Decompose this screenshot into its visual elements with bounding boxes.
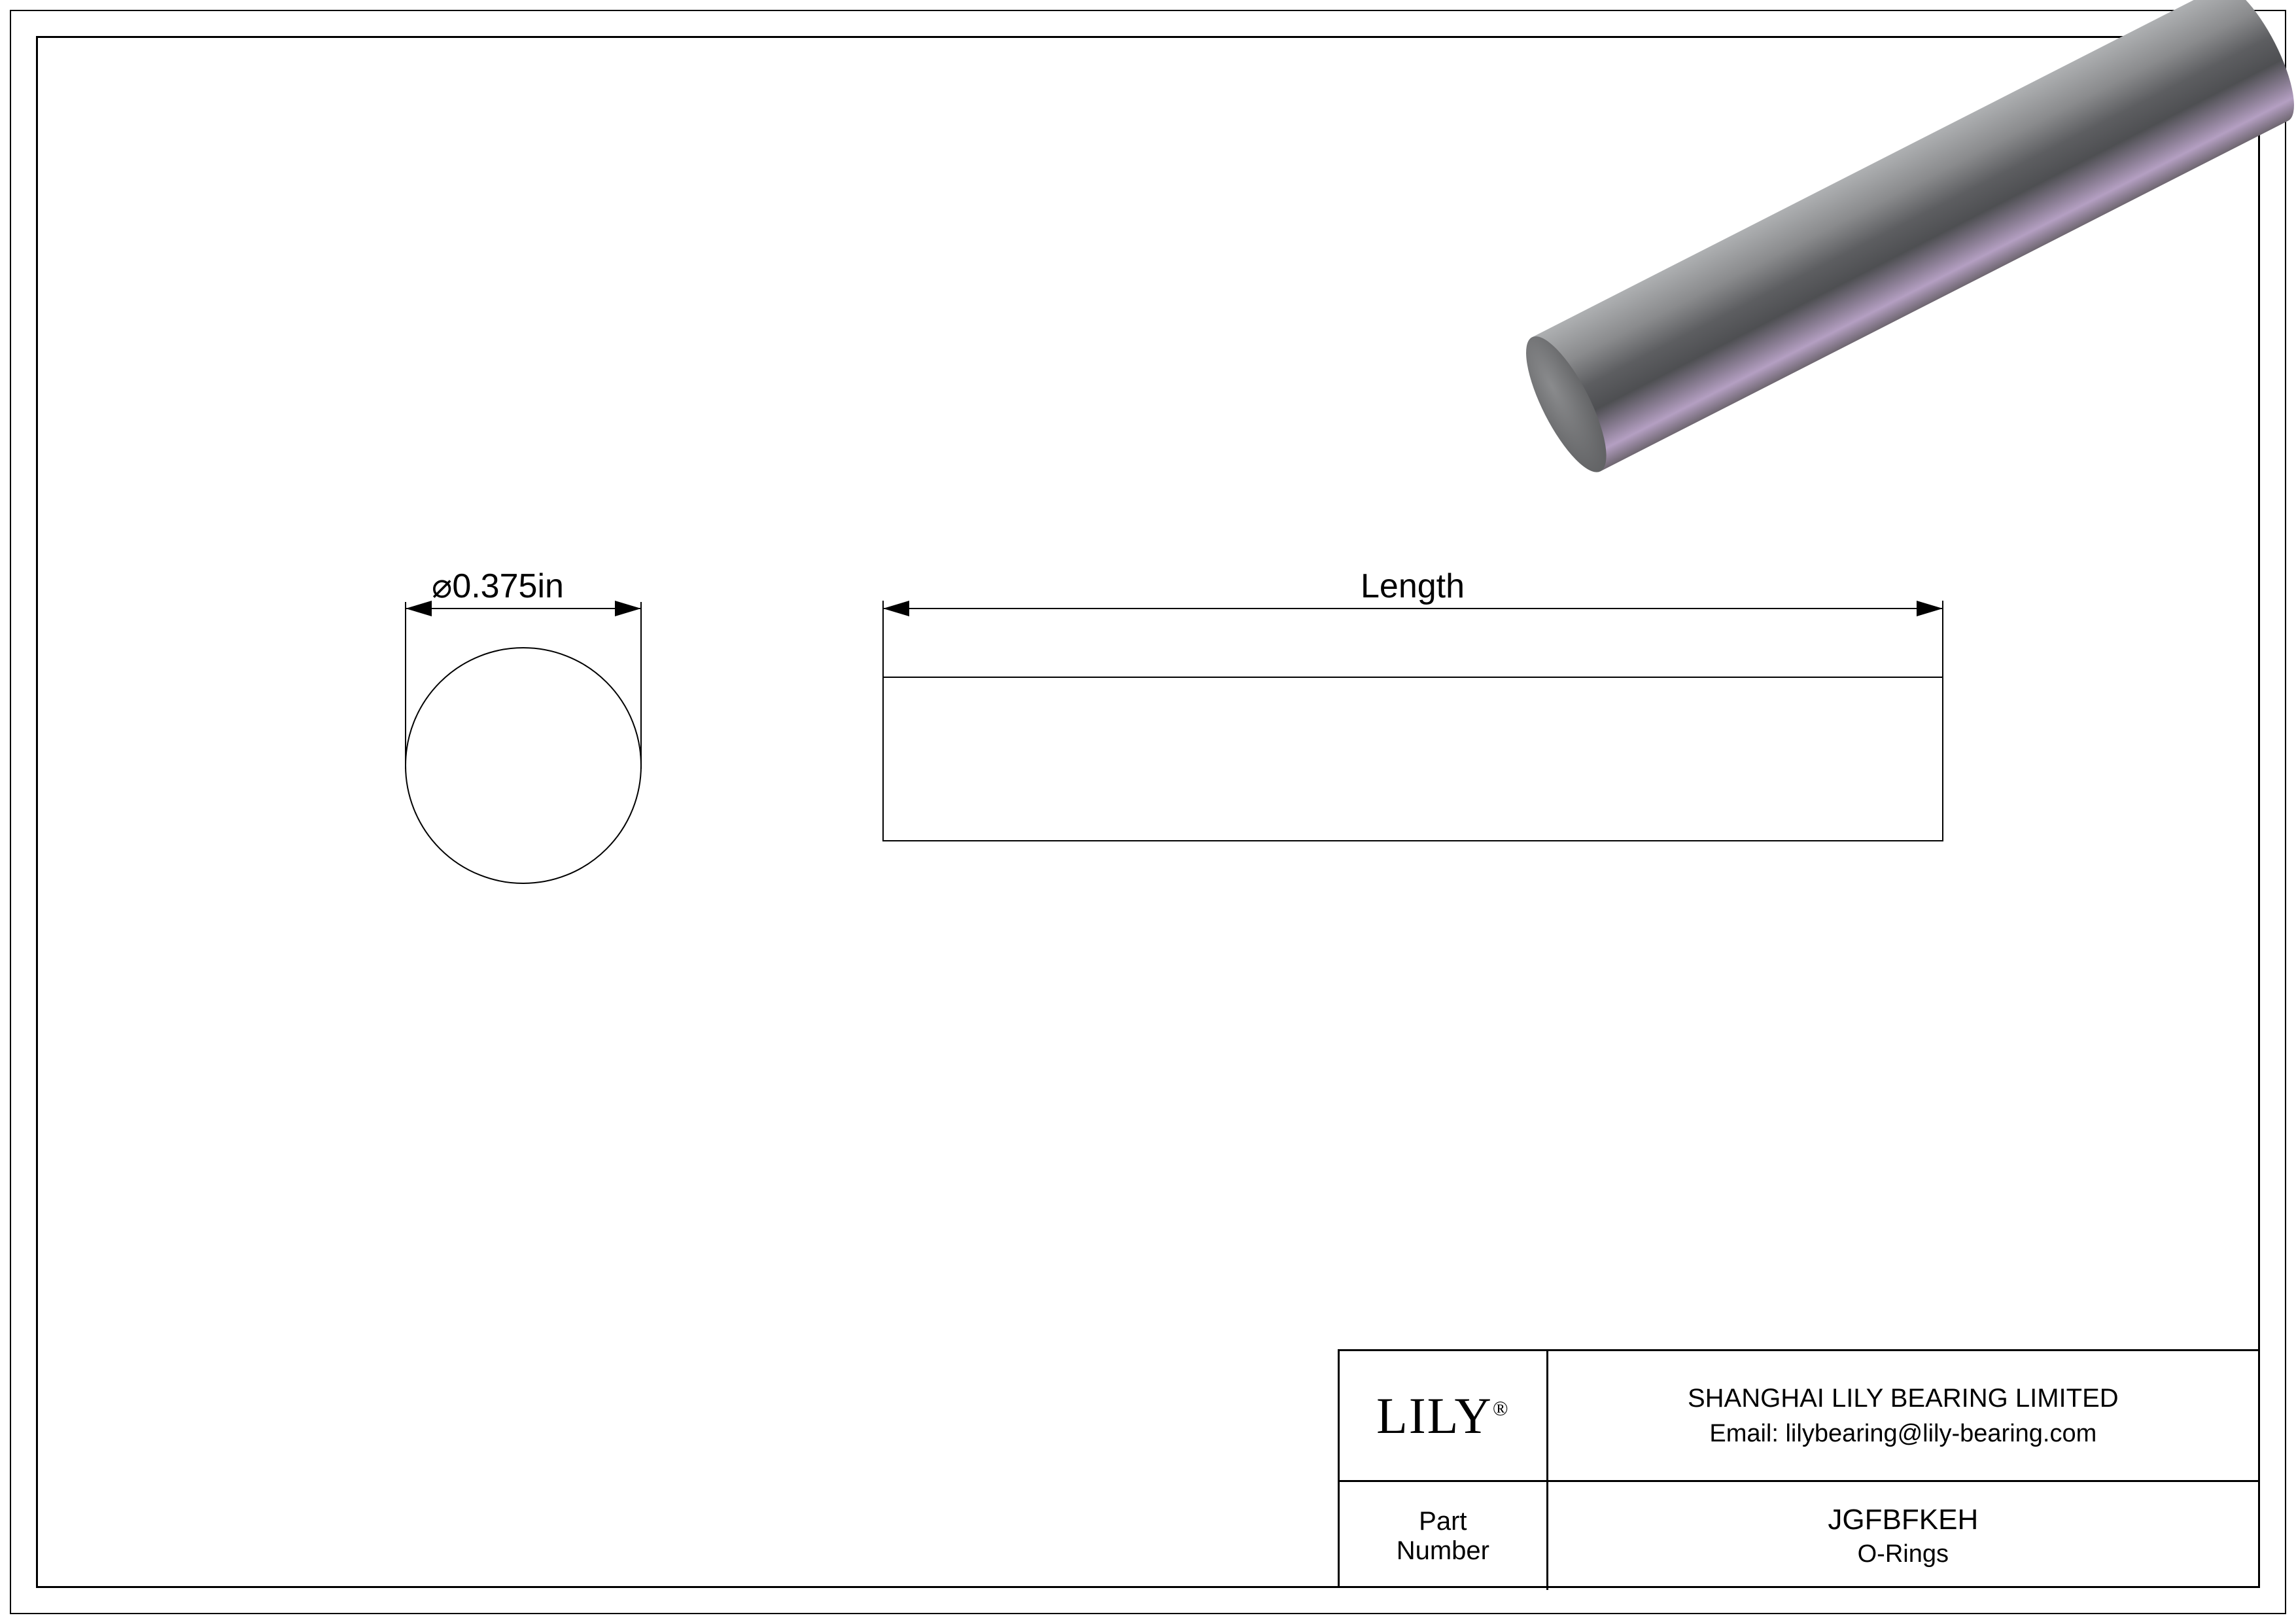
length-dimension-label: Length	[1361, 567, 1465, 606]
company-email: Email: lilybearing@lily-bearing.com	[1709, 1420, 2096, 1448]
logo-text: LILY®	[1376, 1386, 1510, 1445]
diameter-dimension-label: ⌀0.375in	[432, 567, 564, 606]
part-number-label-line1: Part	[1419, 1507, 1467, 1536]
company-name: SHANGHAI LILY BEARING LIMITED	[1688, 1384, 2119, 1413]
title-block: LILY® SHANGHAI LILY BEARING LIMITED Emai…	[1338, 1349, 2260, 1588]
logo-name: LILY	[1376, 1387, 1493, 1444]
part-number-value: JGFBFKEH	[1828, 1504, 1978, 1536]
drawing-page: ⌀0.375in Length LILY® SHANGHAI LILY BEAR…	[0, 0, 2296, 1624]
product-name: O-Rings	[1858, 1540, 1949, 1568]
cylinder-3d-view	[1439, 33, 2296, 556]
registered-mark: ®	[1493, 1397, 1510, 1420]
diameter-symbol: ⌀	[432, 567, 452, 605]
diameter-value: 0.375in	[452, 567, 564, 605]
part-number-label-line2: Number	[1397, 1536, 1489, 1566]
